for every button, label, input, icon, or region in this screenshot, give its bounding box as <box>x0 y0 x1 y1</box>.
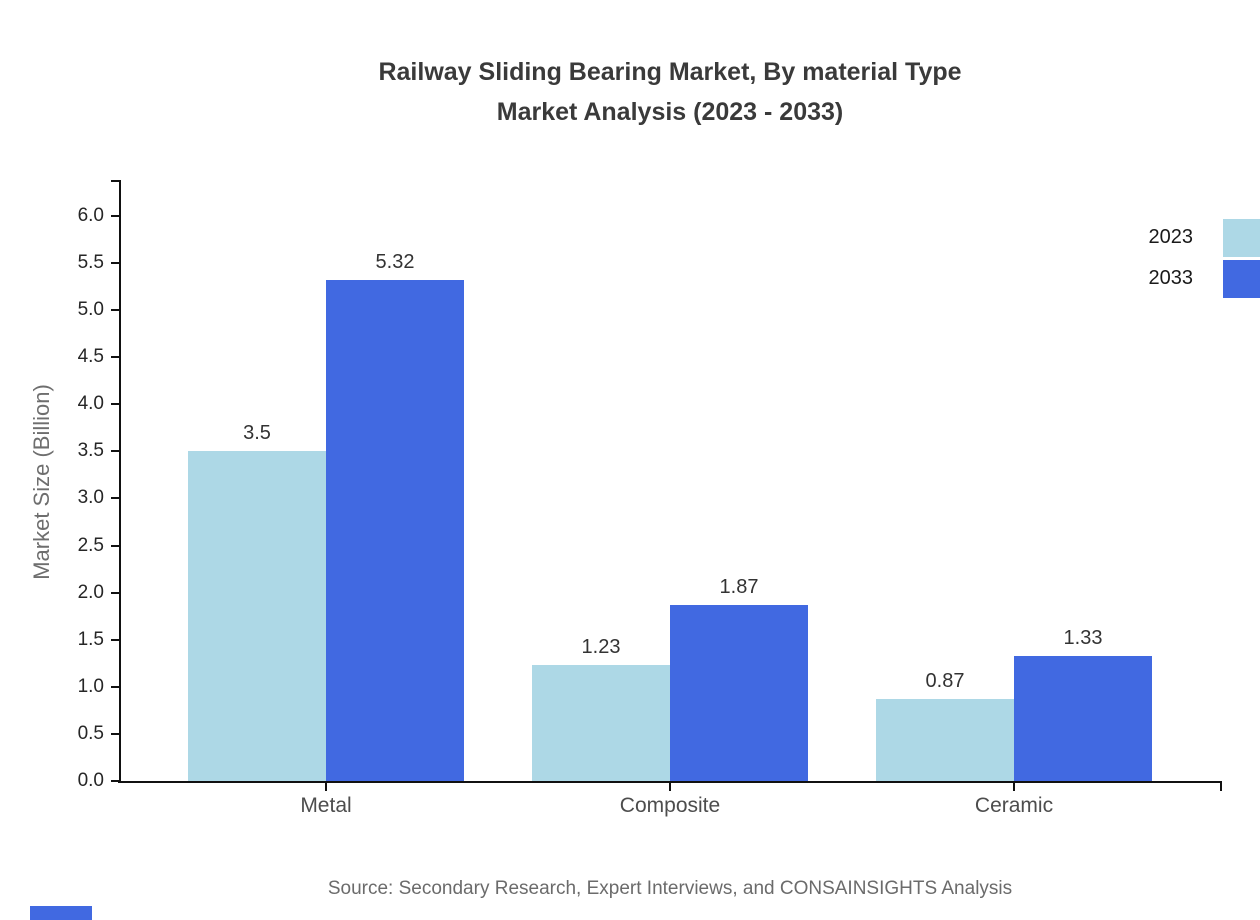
x-tick-mark <box>1013 783 1015 791</box>
bar-2023-metal <box>188 451 326 781</box>
y-tick-label: 3.5 <box>77 440 104 461</box>
x-axis-category-label: Ceramic <box>974 794 1054 817</box>
y-tick-label: 1.0 <box>77 676 104 697</box>
chart-title-line-2: Market Analysis (2023 - 2033) <box>496 98 844 126</box>
bar-value-label: 0.87 <box>925 670 965 692</box>
legend-swatch-2033 <box>1223 260 1260 298</box>
bar-2023-composite <box>532 665 670 781</box>
bar-2033-metal <box>326 280 464 781</box>
y-tick-mark <box>111 309 120 311</box>
y-axis-spine <box>119 180 121 783</box>
y-tick-label: 2.5 <box>77 535 104 556</box>
y-tick-label: 6.0 <box>77 205 104 226</box>
x-axis-endcap-tick <box>1220 783 1222 791</box>
y-axis-endcap-tick <box>111 180 120 182</box>
x-axis-category-label: Metal <box>300 794 352 817</box>
brand-mark <box>30 906 92 920</box>
bar-value-label: 1.87 <box>719 576 759 598</box>
bar-2023-ceramic <box>876 699 1014 781</box>
y-tick-mark <box>111 497 120 499</box>
y-tick-label: 5.0 <box>77 299 104 320</box>
y-tick-label: 1.5 <box>77 629 104 650</box>
y-tick-mark <box>111 733 120 735</box>
y-tick-mark <box>111 780 120 782</box>
legend-label-2033: 2033 <box>1148 267 1194 289</box>
y-tick-mark <box>111 403 120 405</box>
chart-title-line-1: Railway Sliding Bearing Market, By mater… <box>378 58 962 86</box>
legend-label-2023: 2023 <box>1148 226 1194 248</box>
bar-value-label: 1.23 <box>581 636 621 658</box>
y-tick-label: 0.5 <box>77 723 104 744</box>
source-note: Source: Secondary Research, Expert Inter… <box>327 878 1013 899</box>
bar-value-label: 3.5 <box>243 422 271 444</box>
chart-title: Railway Sliding Bearing Market, By mater… <box>120 52 1220 132</box>
x-tick-mark <box>325 783 327 791</box>
y-tick-label: 4.5 <box>77 346 104 367</box>
y-tick-mark <box>111 450 120 452</box>
y-tick-mark <box>111 215 120 217</box>
bar-2033-ceramic <box>1014 656 1152 781</box>
x-axis-category-label: Composite <box>619 794 721 817</box>
y-tick-label: 2.0 <box>77 582 104 603</box>
y-tick-label: 3.0 <box>77 487 104 508</box>
bar-2033-composite <box>670 605 808 781</box>
y-tick-mark <box>111 262 120 264</box>
y-tick-mark <box>111 356 120 358</box>
y-tick-mark <box>111 639 120 641</box>
y-tick-mark <box>111 686 120 688</box>
x-axis-spine <box>118 781 1222 783</box>
y-tick-label: 4.0 <box>77 393 104 414</box>
x-tick-mark <box>669 783 671 791</box>
y-tick-label: 0.0 <box>77 770 104 791</box>
y-tick-label: 5.5 <box>77 252 104 273</box>
legend-swatch-2023 <box>1223 219 1260 257</box>
bar-value-label: 5.32 <box>375 251 415 273</box>
y-tick-mark <box>111 545 120 547</box>
bar-value-label: 1.33 <box>1063 627 1103 649</box>
y-tick-mark <box>111 592 120 594</box>
